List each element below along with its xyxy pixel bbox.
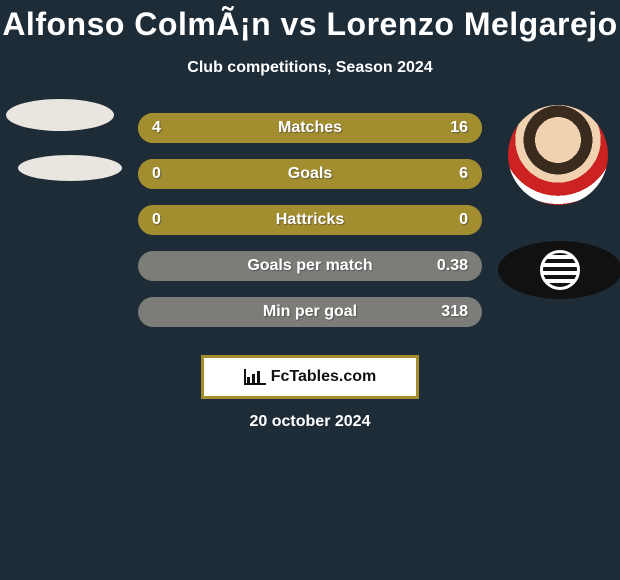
stat-right-value: 0.38 [437, 251, 468, 281]
stat-right-value: 6 [459, 159, 468, 189]
stat-right-value: 0 [459, 205, 468, 235]
club-left-logo [18, 155, 122, 181]
subtitle: Club competitions, Season 2024 [0, 59, 620, 77]
page-title: Alfonso ColmÃ¡n vs Lorenzo Melgarejo [0, 0, 620, 43]
stat-label: Min per goal [138, 297, 482, 327]
stat-bars: 4 Matches 16 0 Goals 6 0 Hattricks 0 Goa… [138, 113, 482, 343]
stat-right-value: 16 [450, 113, 468, 143]
stat-row-matches: 4 Matches 16 [138, 113, 482, 143]
footer-brand-box[interactable]: FcTables.com [201, 355, 419, 399]
player-left-avatar [6, 99, 114, 131]
stat-right-value: 318 [441, 297, 468, 327]
bar-chart-icon [244, 369, 266, 385]
stat-row-mpg: Min per goal 318 [138, 297, 482, 327]
player-right-avatar [508, 105, 608, 205]
club-right-crest-icon [540, 250, 580, 290]
stats-area: 4 Matches 16 0 Goals 6 0 Hattricks 0 Goa… [0, 113, 620, 343]
stat-row-hattricks: 0 Hattricks 0 [138, 205, 482, 235]
club-right-logo [498, 241, 620, 299]
stat-row-goals: 0 Goals 6 [138, 159, 482, 189]
stat-row-gpm: Goals per match 0.38 [138, 251, 482, 281]
stat-label: Goals per match [138, 251, 482, 281]
stat-label: Hattricks [138, 205, 482, 235]
stat-label: Goals [138, 159, 482, 189]
footer-brand-text: FcTables.com [271, 368, 377, 386]
stat-label: Matches [138, 113, 482, 143]
date-text: 20 october 2024 [0, 413, 620, 431]
